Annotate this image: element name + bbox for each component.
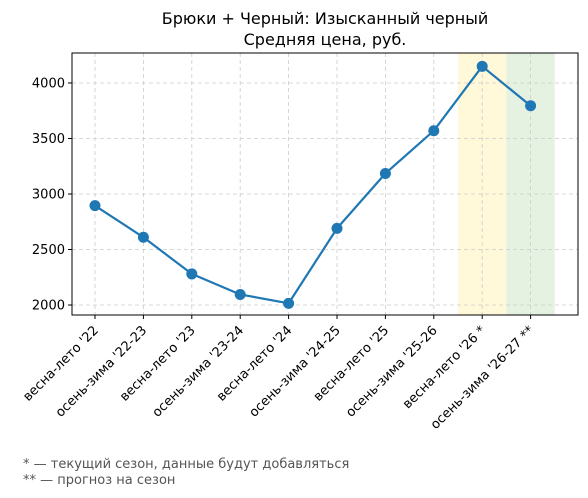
data-point [186, 268, 198, 280]
footnote-current-season: * — текущий сезон, данные будут добавлят… [23, 457, 350, 472]
y-axis-ticks: 2000 2500 3000 3500 4000 [32, 76, 72, 314]
chart-title-line-1: Брюки + Черный: Изысканный черный [162, 9, 489, 28]
footnote-forecast: ** — прогноз на сезон [23, 473, 176, 488]
data-point [331, 222, 343, 234]
price-line [94, 65, 532, 305]
data-point [137, 231, 149, 243]
data-point [476, 60, 488, 72]
data-point [89, 200, 101, 212]
data-point [283, 297, 295, 309]
x-tick-label: осень-зима '22-23 [53, 323, 150, 420]
highlight-band-1 [458, 53, 507, 315]
x-tick-label: весна-лето '26 * [400, 323, 489, 412]
data-point [428, 125, 440, 137]
season-highlight-bands [458, 53, 555, 315]
y-tick-label: 4000 [32, 76, 65, 91]
data-point [234, 288, 246, 300]
x-tick-label: осень-зима '23-24 [150, 323, 247, 420]
y-tick-label: 3500 [32, 132, 65, 147]
y-tick-label: 3000 [32, 187, 65, 202]
y-tick-label: 2500 [32, 243, 65, 258]
x-tick-label: осень-зима '25-26 [343, 323, 440, 420]
data-point [379, 167, 391, 179]
axes-frame [71, 52, 579, 316]
grid-lines [72, 53, 578, 315]
plot-frame [71, 52, 579, 316]
price-series [89, 60, 537, 309]
y-tick-label: 2000 [32, 299, 65, 314]
x-tick-label: осень-зима '24-25 [247, 323, 344, 420]
chart-title-line-2: Средняя цена, руб. [244, 30, 407, 49]
data-point [525, 100, 537, 112]
